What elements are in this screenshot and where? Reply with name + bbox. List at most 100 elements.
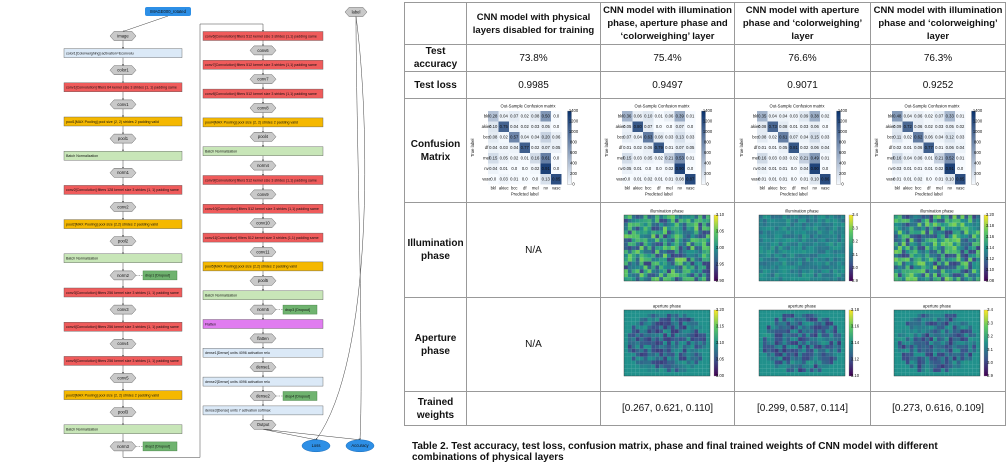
phase-pixel — [913, 269, 918, 274]
phase-pixel — [678, 348, 683, 353]
phase-pixel — [801, 249, 806, 254]
y-axis-label: True label — [874, 138, 879, 157]
phase-pixel — [921, 273, 926, 278]
phase-pixel — [646, 277, 651, 282]
phase-pixel — [964, 340, 969, 345]
layer-label: conv4[Convolution] filters 256 kernel si… — [66, 325, 179, 329]
right-layer-node — [202, 405, 324, 416]
heatmap-cell — [892, 142, 903, 153]
phase-pixel — [793, 359, 798, 364]
phase-pixel — [650, 317, 655, 322]
phase-pixel — [917, 257, 922, 262]
phase-pixel — [840, 269, 845, 274]
phase-pixel — [894, 234, 898, 239]
phase-pixel — [976, 332, 981, 337]
phase-pixel — [789, 273, 794, 278]
phase-pixel — [701, 242, 706, 247]
phase-pixel — [805, 317, 810, 322]
phase-pixel — [909, 317, 914, 322]
phase-pixel — [824, 363, 829, 368]
phase-pixel — [821, 253, 826, 258]
colorbar-tick: 1400 — [702, 108, 712, 113]
phase-pixel — [913, 313, 918, 318]
phase-pixel — [689, 257, 694, 262]
phase-pixel — [623, 218, 628, 223]
phase-pixel — [901, 230, 906, 235]
phase-pixel — [964, 226, 969, 231]
phase-pixel — [901, 328, 906, 333]
right-layer-node — [202, 290, 324, 300]
plot-frame — [758, 214, 845, 282]
phase-pixel — [937, 359, 941, 364]
phase-pixel — [933, 238, 938, 243]
phase-pixel — [646, 246, 651, 250]
phase-pixel — [809, 352, 814, 357]
phase-pixel — [824, 277, 829, 282]
phase-pixel — [921, 269, 926, 274]
phase-pixel — [944, 261, 949, 266]
phase-pixel — [964, 359, 969, 364]
colorbar-tick: 3.10 — [715, 340, 724, 345]
cell-value: 0.01 — [904, 165, 913, 170]
row-class-label: nv — [753, 165, 758, 170]
phase-pixel — [781, 340, 786, 345]
phase-pixel — [805, 340, 810, 345]
phase-pixel — [635, 359, 640, 364]
phase-pixel — [666, 230, 671, 235]
phase-pixel — [654, 332, 659, 337]
phase-pixel — [913, 344, 918, 349]
row-class-label: df — [618, 144, 622, 149]
cell-value: 0.03 — [499, 144, 508, 149]
cell-value: 0.02 — [821, 113, 830, 118]
phase-pixel — [925, 348, 930, 353]
phase-pixel — [674, 371, 679, 376]
aperture-title: aperture phase — [652, 303, 681, 308]
table-caption: Table 2. Test accuracy, test loss, confu… — [412, 441, 938, 463]
phase-pixel — [832, 218, 837, 223]
phase-pixel — [697, 215, 702, 219]
phase-pixel — [697, 273, 702, 278]
phase-pixel — [650, 348, 655, 353]
phase-pixel — [925, 325, 930, 329]
phase-pixel — [697, 352, 702, 357]
left-tensor-node — [109, 236, 137, 246]
phase-pixel — [646, 363, 651, 368]
phase-pixel — [972, 371, 977, 376]
phase-pixel — [840, 317, 845, 322]
phase-pixel — [697, 246, 702, 250]
phase-pixel — [921, 246, 926, 250]
phase-pixel — [778, 325, 783, 329]
phase-pixel — [797, 218, 802, 223]
phase-pixel — [639, 332, 644, 337]
phase-pixel — [824, 257, 829, 262]
phase-pixel — [894, 230, 898, 235]
phase-pixel — [956, 226, 961, 231]
phase-pixel — [646, 313, 651, 318]
phase-pixel — [627, 253, 632, 258]
colorbar-tick: 0 — [706, 181, 709, 186]
cell-value: 0.05 — [499, 155, 508, 160]
phase-pixel — [674, 257, 679, 262]
phase-pixel — [929, 321, 934, 326]
illumination-phase-map: illumination phase3.203.183.163.143.123.… — [893, 209, 995, 283]
phase-pixel — [828, 253, 833, 258]
phase-pixel — [968, 238, 973, 243]
col-class-label: bkl — [490, 185, 495, 190]
phase-pixel — [758, 321, 763, 326]
phase-pixel — [705, 321, 710, 326]
phase-pixel — [937, 325, 941, 329]
phase-pixel — [948, 253, 953, 258]
phase-pixel — [801, 332, 806, 337]
phase-pixel — [905, 269, 910, 274]
phase-pixel — [701, 313, 706, 318]
phase-pixel — [925, 222, 930, 227]
right-tensor-node — [249, 103, 277, 113]
phase-pixel — [909, 230, 914, 235]
phase-pixel — [828, 246, 833, 250]
phase-pixel — [925, 340, 930, 345]
phase-pixel — [840, 242, 845, 247]
phase-pixel — [836, 356, 841, 361]
phase-pixel — [689, 253, 694, 258]
phase-pixel — [909, 356, 914, 361]
phase-pixel — [925, 328, 930, 333]
